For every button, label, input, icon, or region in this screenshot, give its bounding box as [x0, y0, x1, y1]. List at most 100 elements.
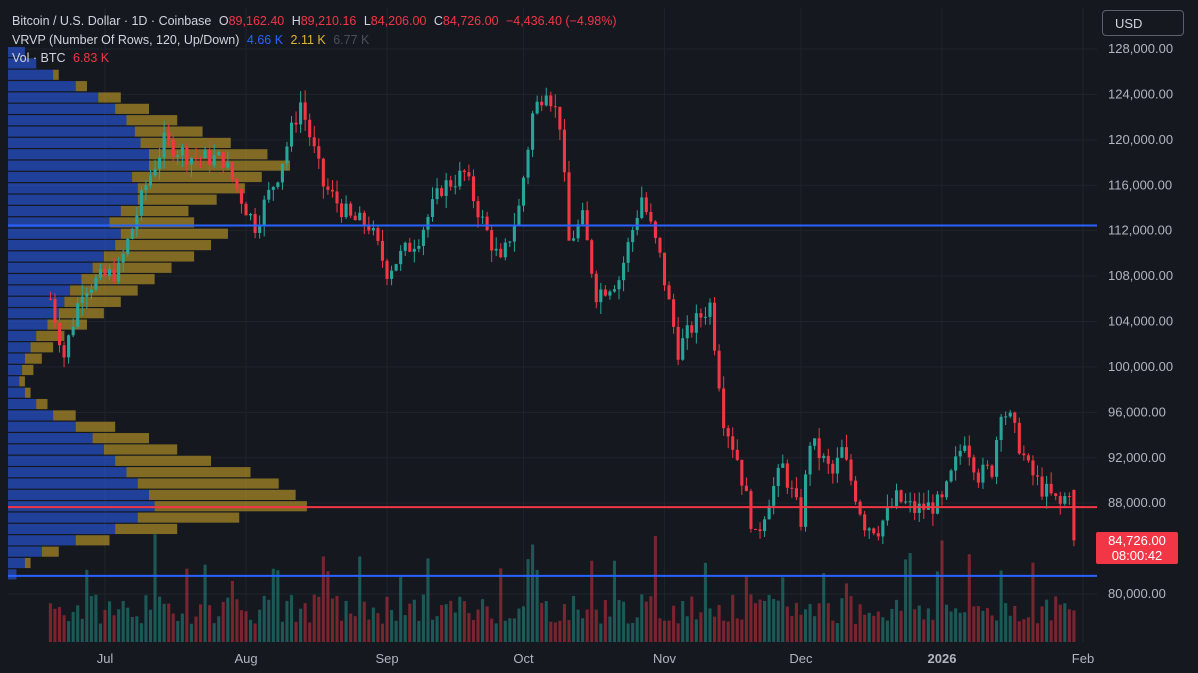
candle-body: [740, 459, 744, 486]
volume-bar: [694, 619, 698, 642]
candle-body: [699, 313, 703, 318]
candle-body: [703, 316, 707, 318]
volume-profile-down-bar: [137, 194, 217, 205]
volume-bar: [158, 596, 162, 642]
candle-body: [717, 350, 721, 389]
volume-bar: [922, 619, 926, 642]
volume-bar: [430, 619, 435, 642]
candle-body: [690, 325, 694, 333]
volume-bar: [71, 611, 75, 642]
vrvp-legend[interactable]: VRVP (Number Of Rows, 120, Up/Down) 4.66…: [12, 33, 373, 47]
volume-bar: [176, 620, 180, 642]
volume-bar: [899, 610, 903, 642]
volume-profile-up-bar: [8, 149, 149, 160]
candle-body: [130, 228, 134, 239]
candle-body: [508, 241, 512, 243]
candle-body: [899, 490, 903, 502]
volume-profile-up-bar: [8, 569, 17, 580]
candle-body: [317, 146, 321, 159]
candle-body: [944, 481, 949, 498]
volume-bar: [249, 619, 253, 642]
volume-profile-down-bar: [70, 285, 138, 296]
candle-body: [817, 438, 821, 459]
candle-body: [854, 480, 858, 502]
volume-bar: [576, 609, 580, 642]
volume-bar: [590, 560, 594, 642]
volume-profile-down-bar: [103, 444, 178, 455]
candle-body: [985, 464, 990, 466]
volume-bar: [1045, 599, 1049, 642]
volume-bar: [312, 594, 316, 642]
candle-body: [449, 180, 453, 187]
time-axis[interactable]: Jul Aug Sep Oct Nov Dec 2026 Feb: [97, 651, 1095, 666]
volume-bar: [508, 618, 512, 642]
candle-body: [494, 248, 498, 251]
candle-body: [622, 262, 626, 281]
volume-bar: [926, 608, 930, 642]
candle-body: [803, 474, 808, 527]
volume-profile-down-bar: [137, 512, 240, 523]
candle-body: [881, 520, 885, 537]
volume-bar: [649, 596, 653, 642]
candle-body: [430, 199, 435, 217]
volume-bar: [303, 603, 307, 642]
volume-bar: [171, 613, 175, 642]
volume-bar: [585, 609, 589, 642]
volume-profile-down-bar: [120, 228, 228, 239]
candle-body: [1054, 493, 1058, 496]
candle-body: [735, 449, 739, 460]
volume-bar: [794, 602, 798, 642]
candle-body: [294, 122, 298, 125]
candle-body: [262, 199, 266, 225]
volume-bar: [235, 599, 239, 642]
volume-bar: [358, 556, 362, 642]
volume-bar: [571, 596, 576, 642]
volume-profile-up-bar: [8, 523, 116, 535]
volume-profile-down-bar: [92, 262, 172, 273]
volume-bar: [1017, 621, 1021, 642]
volume-bar: [326, 571, 330, 642]
horizontal-lines[interactable]: [8, 224, 1097, 577]
volume-profile-up-bar: [8, 183, 138, 194]
volume-profile-down-bar: [22, 364, 34, 376]
price-axis-tick: 116,000.00: [1108, 177, 1172, 192]
candle-body: [590, 240, 594, 274]
price-axis[interactable]: 128,000.00 124,000.00 120,000.00 116,000.00…: [1108, 41, 1173, 601]
volume-profile-up-bar: [8, 228, 121, 239]
candle-body: [1026, 455, 1030, 461]
volume-profile-up-bar: [8, 364, 23, 376]
candle-body: [512, 225, 516, 242]
volume-bar: [967, 554, 971, 642]
volume-bar: [553, 622, 557, 642]
volume-bar: [904, 559, 908, 642]
high-label: H: [291, 14, 301, 28]
price-axis-tick: 120,000.00: [1108, 132, 1173, 147]
candle-body: [349, 203, 353, 216]
candle-body: [148, 175, 153, 186]
volume-bar: [826, 603, 830, 642]
currency-button[interactable]: USD: [1102, 10, 1184, 36]
price-axis-tick: 88,000.00: [1108, 495, 1166, 510]
volume-bar: [1067, 609, 1071, 642]
volume-legend[interactable]: Vol · BTC 6.83 K: [12, 51, 113, 65]
candle-body: [708, 302, 712, 317]
volume-bar: [476, 609, 480, 642]
candle-body: [1063, 496, 1067, 504]
candle-body: [976, 472, 980, 483]
volume-profile-up-bar: [8, 251, 104, 262]
candle-body: [926, 502, 930, 510]
price-axis-tick: 128,000.00: [1108, 41, 1173, 56]
volume-bar: [517, 608, 521, 642]
volume-bar: [1026, 617, 1030, 642]
candle-body: [440, 188, 444, 196]
volume-bar: [740, 619, 744, 642]
volume-profile-down-bar: [103, 251, 195, 262]
volume-bar: [85, 569, 89, 642]
candle-body: [749, 491, 753, 529]
candle-body: [139, 190, 143, 216]
candle-body: [844, 447, 849, 460]
candle-body: [239, 188, 244, 204]
volume-profile-up-bar: [8, 433, 93, 444]
